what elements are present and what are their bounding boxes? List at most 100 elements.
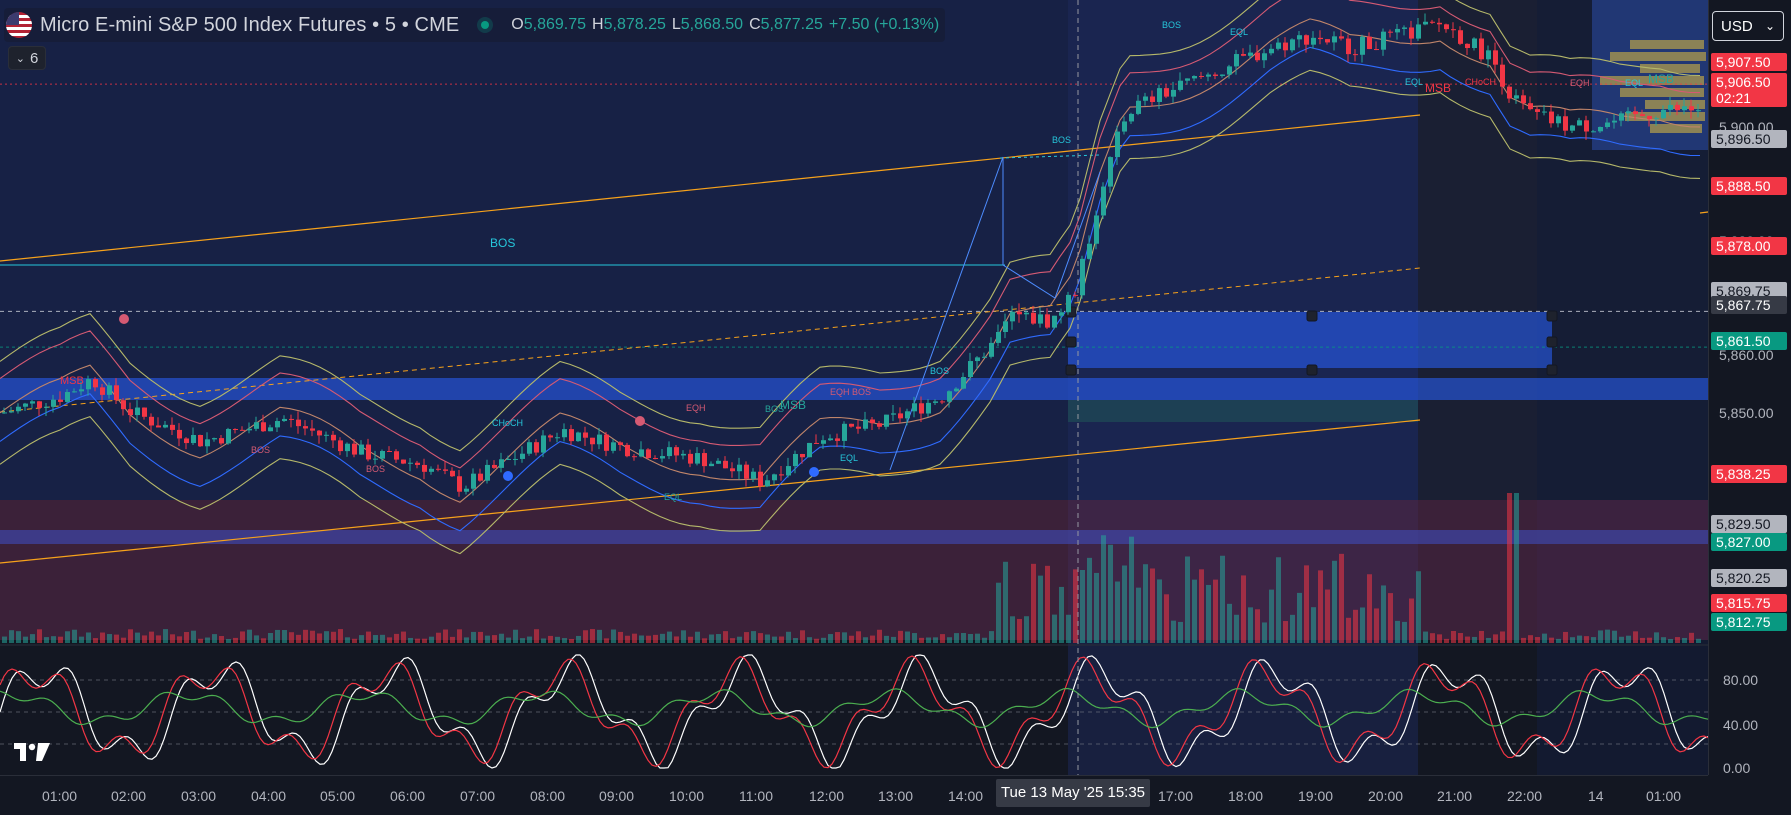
candle-body [1241,54,1246,56]
time-tick: 22:00 [1507,788,1543,804]
chevron-down-icon: ⌄ [1764,19,1775,33]
candle-body [646,449,651,459]
price-axis[interactable]: 5,900.005,890.005,880.005,870.005,860.00… [1708,0,1791,776]
bos-level-line [999,154,1101,159]
volume-bar [485,635,490,643]
structure-label: EQL [840,453,858,463]
candle-body [198,434,203,447]
candle-body [1444,24,1449,30]
candle-body [1598,126,1603,132]
volume-bar [534,629,539,643]
volume-bar [352,638,357,643]
time-tick: 18:00 [1228,788,1264,804]
drawing-handle[interactable] [1306,310,1318,322]
drawing-handle[interactable] [1065,364,1077,376]
tradingview-logo-icon[interactable] [12,740,52,764]
price-label: 5,815.75 [1711,594,1787,612]
volume-bar [1276,557,1281,643]
candle-body [471,473,476,489]
volume-bar [464,637,469,643]
ohlc-values: O5,869.75 H5,878.25 L5,868.50 C5,877.25 … [511,16,939,34]
candle-body [1381,31,1386,50]
drawing-handle[interactable] [1546,310,1558,322]
candle-body [1360,36,1365,55]
volume-bar [975,633,980,643]
candle-body [534,442,539,453]
indicators-toggle-button[interactable]: ⌄ 6 [8,46,46,70]
volume-bar [170,634,175,643]
drawing-handle[interactable] [1306,364,1318,376]
candle-body [44,406,49,408]
candle-body [1164,88,1169,97]
candle-body [1395,28,1400,33]
price-label-value: 5,827.00 [1716,534,1771,550]
candle-body [660,456,665,459]
candle-body [1570,125,1575,131]
candle-body [1094,215,1099,244]
candle-body [730,468,735,472]
candle-body [1486,50,1491,60]
drawing-handle[interactable] [1065,336,1077,348]
candle-body [1577,120,1582,126]
volume-bar [1528,635,1533,643]
candle-body [506,458,511,460]
volume-bar [1367,574,1372,643]
volume-bar [401,631,406,643]
volume-bar [807,637,812,643]
volume-bar [492,635,497,643]
volume-bar [1206,584,1211,643]
volume-bar [996,582,1001,643]
trailing-stop-line [0,46,1701,532]
time-tick: 03:00 [181,788,217,804]
oscillator-tick: 0.00 [1723,760,1751,776]
volume-bar [583,630,588,643]
symbol-title[interactable]: Micro E-mini S&P 500 Index Futures • 5 •… [40,13,460,36]
candle-body [1682,106,1687,111]
volume-bar [625,635,630,643]
volume-bar [1234,614,1239,643]
candle-body [296,419,301,427]
candle-body [65,392,70,402]
candle-body [275,421,280,428]
candle-body [1500,64,1505,87]
volume-bar [240,631,245,643]
structure-label: BOS [490,236,515,250]
structure-label: BOS [930,366,949,376]
candle-body [1332,36,1337,43]
volume-bar [898,630,903,643]
candle-body [513,458,518,460]
volume-bar [793,638,798,643]
candle-body [982,356,987,358]
candle-body [590,437,595,445]
trend-channel-upper [0,114,1421,262]
drawing-handle[interactable] [1546,364,1558,376]
candle-body [1507,86,1512,99]
price-label-value: 5,861.50 [1716,333,1771,349]
volume-bar [541,638,546,643]
market-status-icon[interactable] [477,17,494,33]
candle-body [177,429,182,439]
candle-body [1675,104,1680,111]
volume-bar [1633,631,1638,643]
candle-body [450,470,455,477]
candle-body [1129,113,1134,122]
candle-body [1227,66,1232,75]
time-axis[interactable]: 01:00 02:00 03:00 04:00 05:00 06:00 07:00 08:00… [0,775,1708,815]
volume-bar [1003,561,1008,643]
volume-bar [639,635,644,643]
candle-body [1535,109,1540,112]
candle-body [1297,35,1302,40]
volume-bar [1444,638,1449,643]
volume-bar [1143,564,1148,643]
price-label-value: 5,838.25 [1716,466,1771,482]
price-label: 5,888.50 [1711,177,1787,195]
volume-bar [121,637,126,643]
volume-profile-bar [1645,100,1705,109]
candle-body [793,453,798,467]
drawing-handle[interactable] [1546,336,1558,348]
volume-bar [1556,638,1561,643]
currency-select[interactable]: USD ⌄ [1712,11,1784,41]
volume-bar [905,631,910,643]
volume-bar [1696,638,1701,643]
